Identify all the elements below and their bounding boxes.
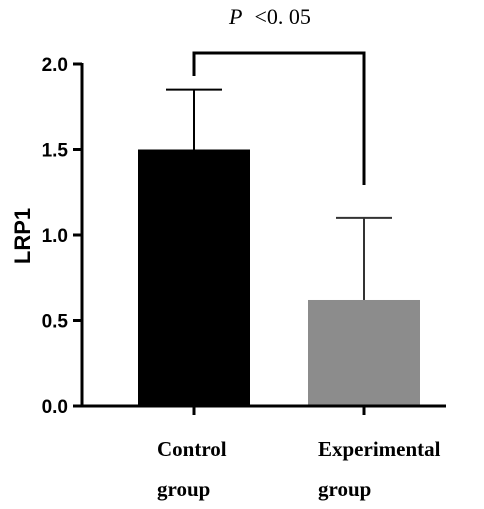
significance-bracket: P <0. 05 (192, 4, 366, 185)
p-symbol: P (228, 4, 242, 29)
x-tick-label: group (157, 477, 210, 501)
significance-label: P <0. 05 (228, 4, 311, 29)
bracket-line (192, 51, 366, 185)
y-axis-ticks: 0.0 0.5 1.0 1.5 2.0 (42, 55, 82, 418)
bar (308, 299, 420, 406)
y-tick-label: 1.0 (42, 226, 68, 247)
p-value: <0. 05 (254, 4, 310, 29)
y-tick-label: 2.0 (42, 55, 68, 76)
bar (138, 149, 250, 406)
x-tick-label: Control (157, 437, 227, 461)
error-bars (166, 88, 392, 300)
x-tick-label: Experimental (318, 437, 441, 461)
y-tick-label: 1.5 (42, 141, 69, 162)
y-tick-label: 0.0 (42, 397, 68, 418)
y-tick-label: 0.5 (42, 312, 69, 333)
y-axis-label: LRP1 (10, 208, 35, 264)
x-axis-labels: Control group Experimental group (157, 437, 441, 501)
bars (138, 149, 420, 406)
x-tick-label: group (318, 477, 371, 501)
axes (80, 63, 446, 415)
